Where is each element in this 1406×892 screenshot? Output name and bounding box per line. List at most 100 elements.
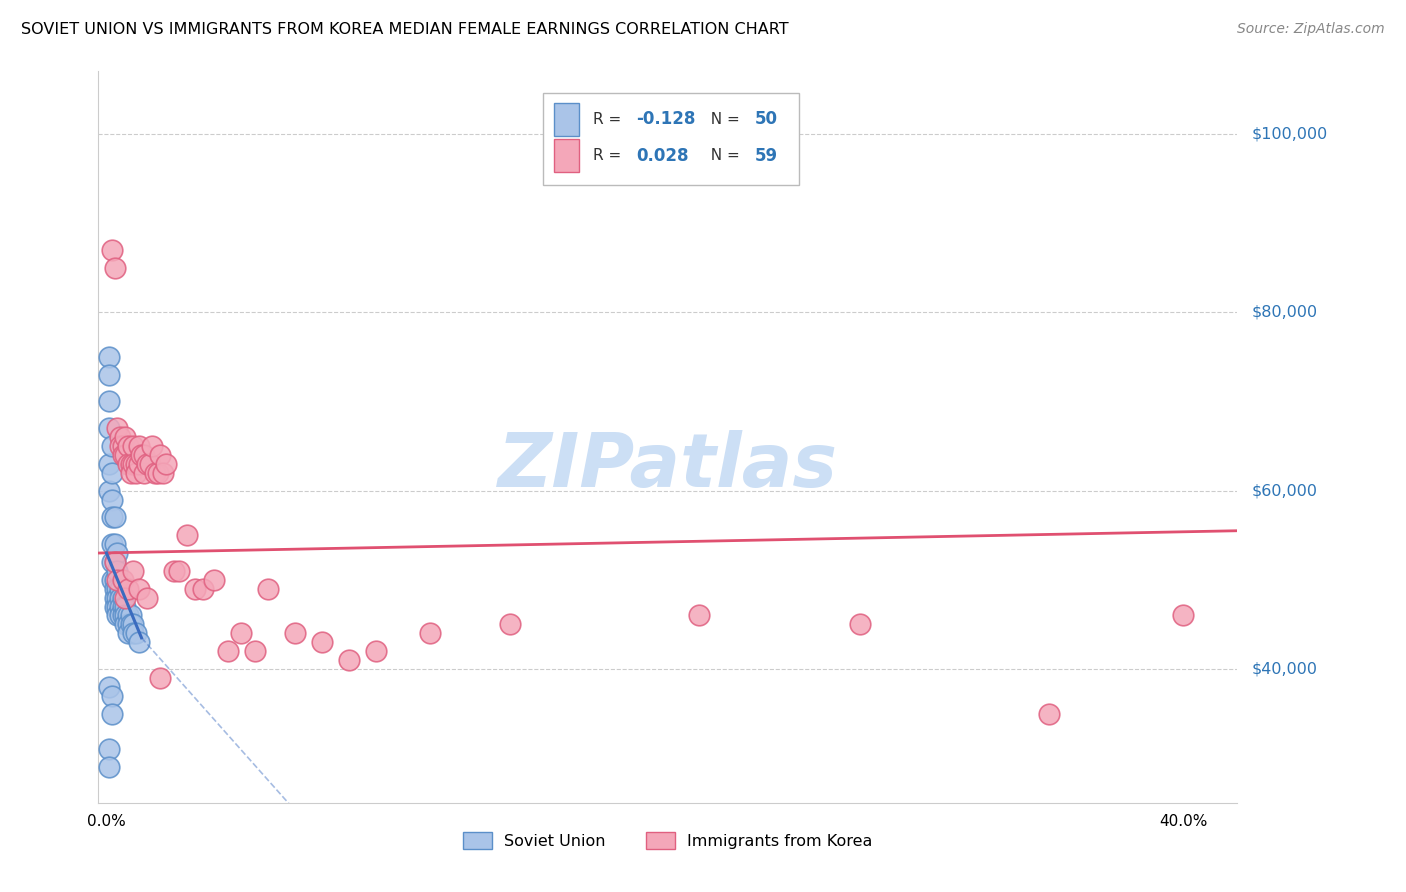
Point	[108, 582, 131, 596]
Point	[108, 599, 131, 614]
Point	[101, 706, 124, 721]
Point	[419, 626, 441, 640]
Point	[108, 439, 131, 453]
Point	[135, 591, 157, 605]
Text: SOVIET UNION VS IMMIGRANTS FROM KOREA MEDIAN FEMALE EARNINGS CORRELATION CHART: SOVIET UNION VS IMMIGRANTS FROM KOREA ME…	[21, 22, 789, 37]
Point	[117, 439, 139, 453]
Point	[105, 546, 128, 560]
Point	[122, 457, 145, 471]
Point	[105, 608, 128, 623]
Point	[120, 457, 142, 471]
Point	[103, 599, 125, 614]
Point	[134, 466, 156, 480]
Point	[138, 457, 160, 471]
Point	[176, 528, 198, 542]
Point	[128, 582, 150, 596]
Point	[122, 617, 145, 632]
Point	[149, 671, 172, 685]
Point	[98, 742, 121, 756]
Point	[688, 608, 710, 623]
Point	[105, 591, 128, 605]
Point	[111, 591, 134, 605]
Point	[101, 243, 124, 257]
Point	[149, 448, 172, 462]
Point	[257, 582, 280, 596]
Point	[101, 573, 124, 587]
Point	[111, 448, 134, 462]
Point	[105, 564, 128, 578]
Point	[111, 599, 134, 614]
Point	[101, 439, 124, 453]
Text: ZIPatlas: ZIPatlas	[498, 430, 838, 503]
Point	[128, 457, 150, 471]
Point	[155, 457, 177, 471]
Point	[117, 582, 139, 596]
Point	[134, 448, 156, 462]
Point	[103, 537, 125, 551]
Point	[105, 421, 128, 435]
Point	[120, 466, 142, 480]
Point	[114, 430, 136, 444]
Point	[849, 617, 872, 632]
Point	[125, 626, 148, 640]
Point	[98, 760, 121, 774]
Point	[103, 260, 125, 275]
Point	[131, 448, 153, 462]
Text: $60,000: $60,000	[1251, 483, 1317, 498]
Point	[103, 591, 125, 605]
Point	[167, 564, 190, 578]
Point	[98, 421, 121, 435]
Point	[1173, 608, 1195, 623]
Point	[103, 573, 125, 587]
Bar	[554, 103, 579, 136]
Point	[98, 457, 121, 471]
Point	[128, 439, 150, 453]
Point	[125, 466, 148, 480]
Point	[98, 680, 121, 694]
Point	[108, 608, 131, 623]
Point	[117, 617, 139, 632]
Point	[243, 644, 266, 658]
Point	[135, 457, 157, 471]
Point	[101, 689, 124, 703]
Point	[98, 368, 121, 382]
Text: 50: 50	[755, 111, 778, 128]
Point	[146, 466, 169, 480]
Point	[152, 466, 174, 480]
Legend: Soviet Union, Immigrants from Korea: Soviet Union, Immigrants from Korea	[456, 824, 880, 857]
Point	[105, 582, 128, 596]
Point	[108, 591, 131, 605]
Point	[217, 644, 239, 658]
Point	[120, 617, 142, 632]
Point	[122, 439, 145, 453]
Point	[103, 555, 125, 569]
Text: Source: ZipAtlas.com: Source: ZipAtlas.com	[1237, 22, 1385, 37]
FancyBboxPatch shape	[543, 94, 799, 185]
Text: $80,000: $80,000	[1251, 305, 1317, 319]
Text: $100,000: $100,000	[1251, 127, 1327, 141]
Point	[111, 608, 134, 623]
Text: N =: N =	[700, 112, 745, 127]
Point	[337, 653, 360, 667]
Text: -0.128: -0.128	[636, 111, 696, 128]
Point	[1038, 706, 1060, 721]
Point	[193, 582, 215, 596]
Point	[284, 626, 307, 640]
Point	[103, 555, 125, 569]
Point	[122, 564, 145, 578]
Point	[98, 350, 121, 364]
Text: R =: R =	[593, 112, 626, 127]
Point	[114, 608, 136, 623]
Point	[101, 555, 124, 569]
Point	[98, 394, 121, 409]
Point	[105, 599, 128, 614]
Text: $40,000: $40,000	[1251, 662, 1317, 676]
Point	[103, 582, 125, 596]
Text: 59: 59	[755, 147, 778, 165]
Point	[311, 635, 333, 649]
Point	[101, 537, 124, 551]
Point	[128, 635, 150, 649]
Point	[114, 617, 136, 632]
Text: R =: R =	[593, 148, 626, 163]
Point	[163, 564, 186, 578]
